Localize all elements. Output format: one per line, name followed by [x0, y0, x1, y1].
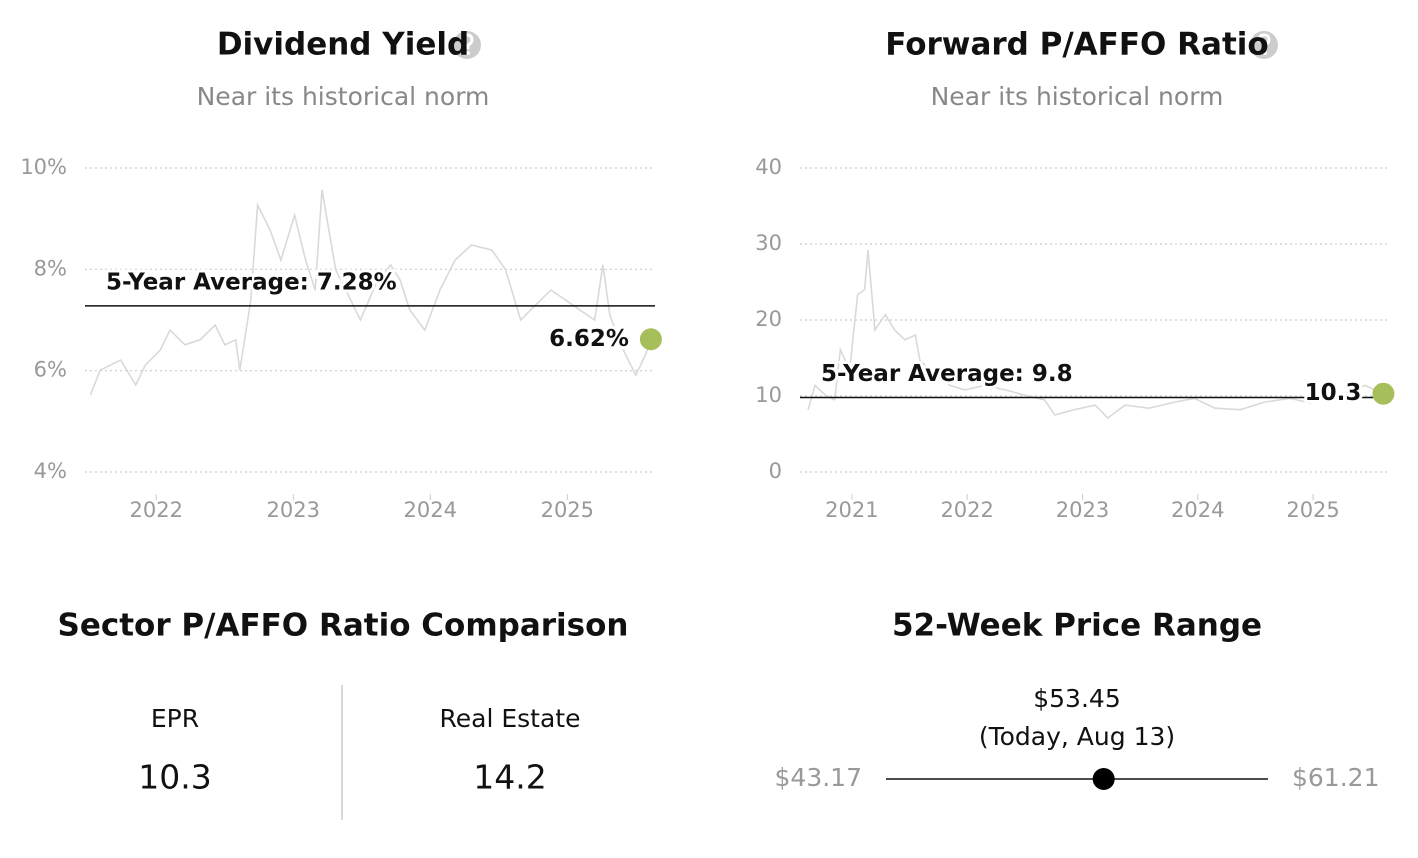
x-tick-label: 2025 — [541, 498, 594, 522]
range-high-label: $61.21 — [1292, 763, 1379, 792]
y-tick-label: 10% — [20, 155, 67, 179]
comparison-title: Sector P/AFFO Ratio Comparison — [58, 608, 629, 644]
current-label: 10.3 — [1305, 380, 1362, 406]
x-tick-label: 2022 — [130, 498, 183, 522]
y-tick-label: 8% — [34, 256, 67, 280]
y-tick-label: 10 — [755, 383, 782, 407]
x-tick-label: 2023 — [267, 498, 320, 522]
price-annotation: (Today, Aug 13) — [979, 722, 1175, 751]
current-label: 6.62% — [549, 326, 629, 352]
current-point — [1372, 382, 1395, 405]
column-label: EPR — [151, 704, 199, 733]
y-tick-label: 0 — [769, 459, 782, 483]
data-line — [89, 189, 652, 396]
chart-subtitle: Near its historical norm — [931, 82, 1224, 111]
y-tick-label: 40 — [755, 155, 782, 179]
price-marker — [1092, 768, 1115, 790]
column-value: 10.3 — [138, 758, 211, 797]
average-label: 5-Year Average: 9.8 — [821, 361, 1073, 387]
column-label: Real Estate — [440, 704, 581, 733]
data-line — [807, 250, 1384, 420]
y-tick-label: 30 — [755, 231, 782, 255]
x-tick-label: 2025 — [1286, 498, 1339, 522]
chart-title: 52-Week Price Range — [892, 608, 1262, 644]
range-low-label: $43.17 — [775, 763, 862, 792]
current-point — [639, 328, 662, 351]
chart-subtitle: Near its historical norm — [197, 82, 490, 111]
help-icon[interactable] — [453, 31, 481, 59]
x-tick-label: 2021 — [825, 498, 878, 522]
price-label: $53.45 — [1033, 684, 1120, 713]
y-tick-label: 20 — [755, 307, 782, 331]
x-tick-label: 2023 — [1056, 498, 1109, 522]
average-label: 5-Year Average: 7.28% — [106, 269, 397, 295]
chart-title: Forward P/AFFO Ratio — [885, 27, 1268, 63]
column-value: 14.2 — [473, 758, 546, 797]
x-tick-label: 2024 — [404, 498, 457, 522]
x-tick-label: 2024 — [1171, 498, 1224, 522]
help-icon[interactable] — [1250, 31, 1278, 59]
chart-title: Dividend Yield — [217, 27, 469, 63]
y-tick-label: 6% — [34, 358, 67, 382]
y-tick-label: 4% — [34, 459, 67, 483]
x-tick-label: 2022 — [940, 498, 993, 522]
